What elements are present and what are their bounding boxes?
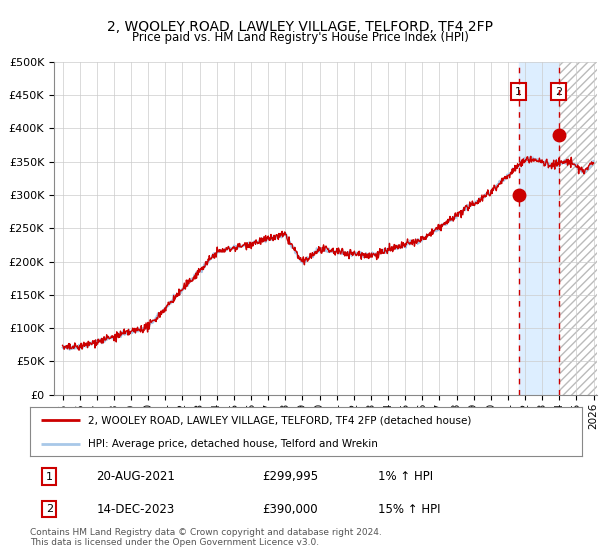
- Text: £299,995: £299,995: [262, 470, 318, 483]
- Text: 1: 1: [515, 87, 522, 96]
- Text: 2, WOOLEY ROAD, LAWLEY VILLAGE, TELFORD, TF4 2FP: 2, WOOLEY ROAD, LAWLEY VILLAGE, TELFORD,…: [107, 20, 493, 34]
- Text: 20-AUG-2021: 20-AUG-2021: [96, 470, 175, 483]
- Text: Contains HM Land Registry data © Crown copyright and database right 2024.
This d: Contains HM Land Registry data © Crown c…: [30, 528, 382, 547]
- Text: 14-DEC-2023: 14-DEC-2023: [96, 502, 175, 516]
- Text: Price paid vs. HM Land Registry's House Price Index (HPI): Price paid vs. HM Land Registry's House …: [131, 31, 469, 44]
- Text: £390,000: £390,000: [262, 502, 317, 516]
- Text: 15% ↑ HPI: 15% ↑ HPI: [378, 502, 440, 516]
- Text: 1: 1: [46, 472, 53, 482]
- Text: 1% ↑ HPI: 1% ↑ HPI: [378, 470, 433, 483]
- Bar: [518, 62, 559, 395]
- Text: 2, WOOLEY ROAD, LAWLEY VILLAGE, TELFORD, TF4 2FP (detached house): 2, WOOLEY ROAD, LAWLEY VILLAGE, TELFORD,…: [88, 416, 472, 426]
- Bar: [559, 62, 597, 395]
- Text: 2: 2: [46, 504, 53, 514]
- Text: 2: 2: [555, 87, 562, 96]
- Text: HPI: Average price, detached house, Telford and Wrekin: HPI: Average price, detached house, Telf…: [88, 438, 378, 449]
